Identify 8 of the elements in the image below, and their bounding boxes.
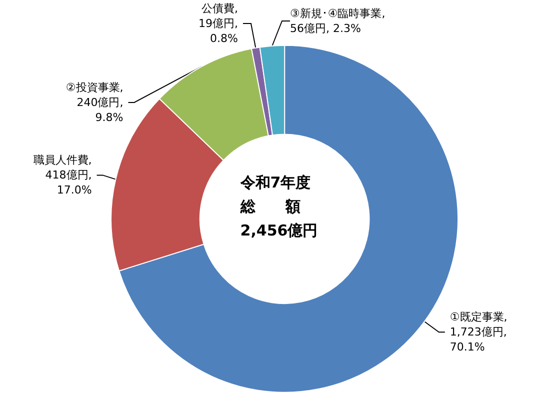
slice-label: 公債費, 19億円, 0.8% bbox=[198, 2, 238, 45]
slice-label: 職員人件費, 418億円, 17.0% bbox=[33, 154, 92, 197]
slice-label: ③新規･④臨時事業, 56億円, 2.3% bbox=[290, 7, 386, 35]
text: 2,456億円 bbox=[240, 222, 318, 240]
slice-label: ②投資事業, 240億円, 9.8% bbox=[66, 81, 124, 124]
slice-label: ①既定事業, 1,723億円, 70.1% bbox=[450, 310, 508, 354]
text: 総 額 bbox=[239, 198, 300, 216]
text: 令和7年度 bbox=[239, 174, 311, 192]
